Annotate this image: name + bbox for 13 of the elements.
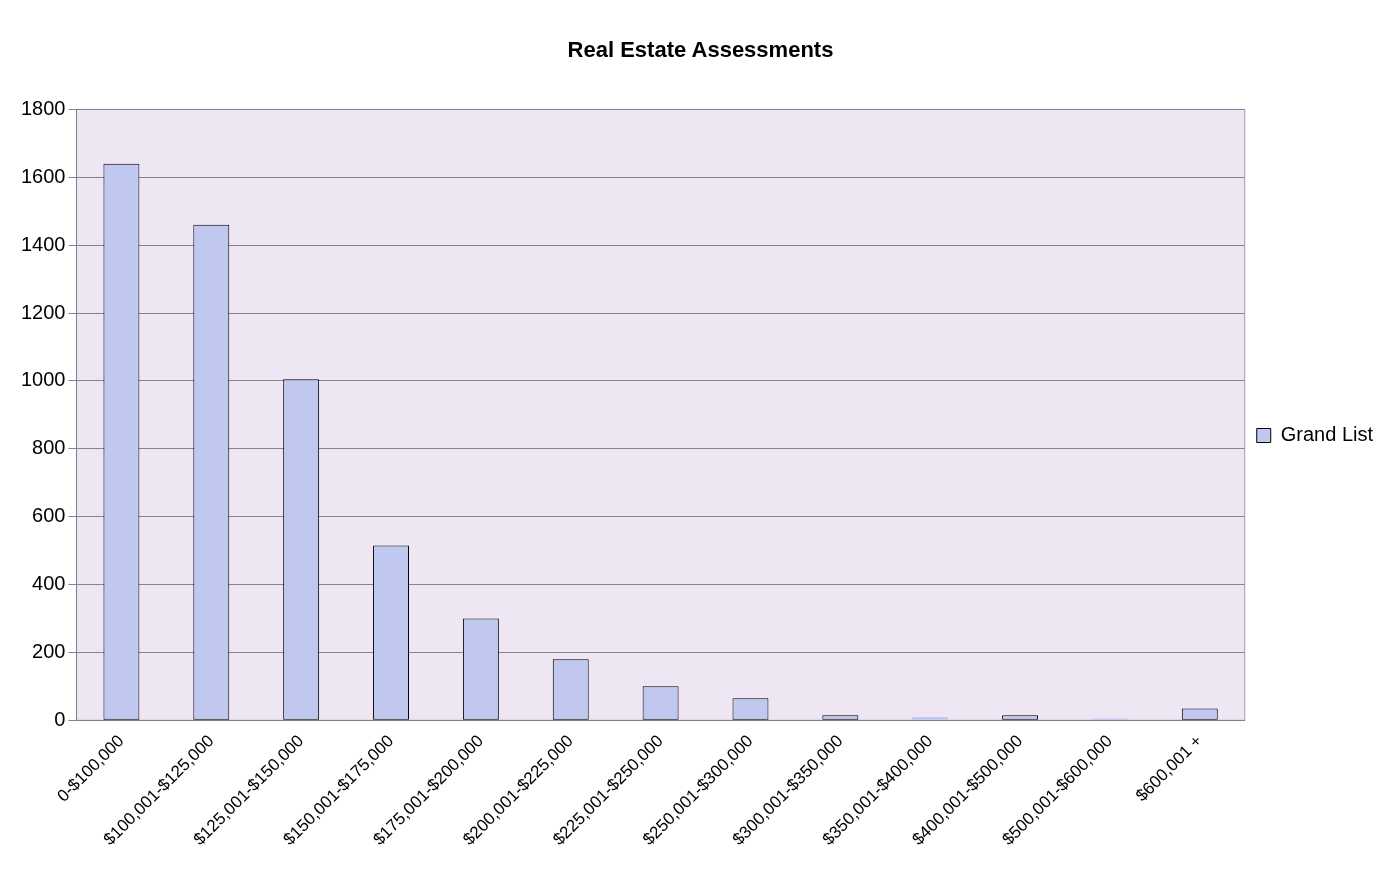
y-tick-label: 1800 <box>20 96 66 119</box>
bar <box>912 716 949 720</box>
chart-title: Real Estate Assessments <box>567 37 834 63</box>
legend-label: Grand List <box>1280 423 1374 446</box>
y-tick-label: 600 <box>32 504 66 527</box>
y-tick-label: 400 <box>32 572 66 595</box>
y-tick-label: 1000 <box>20 368 66 391</box>
y-tick-label: 800 <box>32 436 66 459</box>
y-tick-label: 1400 <box>20 232 66 255</box>
y-tick-label: 200 <box>32 639 66 662</box>
y-tick-label: 1600 <box>20 164 66 187</box>
y-tick-label: 0 <box>54 707 66 730</box>
y-tick-label: 1200 <box>20 300 66 323</box>
